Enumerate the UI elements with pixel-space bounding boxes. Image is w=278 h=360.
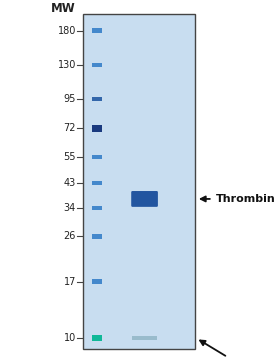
Text: 17: 17 — [63, 276, 76, 287]
Text: 10: 10 — [64, 333, 76, 343]
Text: MW: MW — [51, 3, 76, 15]
Text: 43: 43 — [64, 178, 76, 188]
Bar — [92, 206, 102, 210]
Bar — [92, 97, 102, 100]
Text: Thrombin: Thrombin — [201, 194, 275, 204]
Bar — [132, 336, 157, 340]
Text: 55: 55 — [63, 152, 76, 162]
Bar — [92, 28, 102, 33]
Bar — [92, 155, 102, 159]
Text: 180: 180 — [58, 26, 76, 36]
Bar — [92, 181, 102, 185]
Text: 34: 34 — [64, 203, 76, 213]
Bar — [92, 125, 102, 132]
Bar — [83, 14, 195, 349]
Bar — [92, 234, 102, 239]
Text: 95: 95 — [63, 94, 76, 104]
Bar — [92, 335, 102, 341]
Text: 26: 26 — [63, 231, 76, 242]
Bar — [92, 63, 102, 67]
Bar — [92, 279, 102, 284]
Text: 72: 72 — [63, 123, 76, 133]
FancyBboxPatch shape — [131, 191, 158, 207]
Text: Light chain: Light chain — [200, 341, 275, 360]
Text: 130: 130 — [58, 60, 76, 70]
